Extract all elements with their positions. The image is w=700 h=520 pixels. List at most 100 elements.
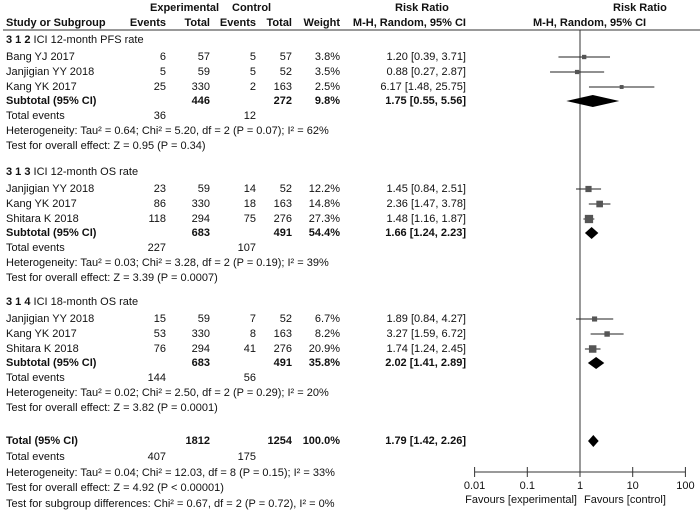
exp-events: 53 <box>153 328 166 340</box>
weight: 12.2% <box>308 183 340 195</box>
overall-effect: Test for overall effect: Z = 4.92 (P < 0… <box>6 482 224 494</box>
risk-ratio-ci: 6.17 [1.48, 25.75] <box>380 81 466 93</box>
subtotal-weight: 54.4% <box>308 227 340 239</box>
exp-events: 86 <box>153 198 166 210</box>
ctrl-total: 276 <box>273 343 292 355</box>
risk-ratio-ci: 2.36 [1.47, 3.78] <box>386 198 466 210</box>
study-name: Janjigian YY 2018 <box>6 313 95 325</box>
subtotal-rr: 1.75 [0.55, 5.56] <box>385 95 466 107</box>
total-events-exp: 36 <box>153 110 166 122</box>
x-tick-label: 1 <box>576 480 584 492</box>
total-events-label: Total events <box>6 451 65 463</box>
study-name: Bang YJ 2017 <box>6 51 75 63</box>
study-point <box>584 214 594 224</box>
subtotal-label: Subtotal (95% CI) <box>6 227 97 239</box>
subtotal-diamond <box>587 357 605 369</box>
weight: 14.8% <box>308 198 340 210</box>
exp-events: 25 <box>153 81 166 93</box>
total-events-ctrl: 175 <box>237 451 256 463</box>
ctrl-total: 52 <box>279 313 292 325</box>
header-risk-ratio-plot: Risk Ratio <box>613 2 667 14</box>
overall-effect: Test for overall effect: Z = 3.82 (P = 0… <box>6 402 218 414</box>
ctrl-total: 52 <box>279 66 292 78</box>
exp-total: 59 <box>197 183 210 195</box>
ctrl-total: 52 <box>279 183 292 195</box>
header-method-plot: M-H, Random, 95% CI <box>533 17 647 29</box>
study-name: Kang YK 2017 <box>6 328 77 340</box>
subtotal-exp-total: 683 <box>191 357 210 369</box>
header-method: M-H, Random, 95% CI <box>352 17 466 29</box>
ctrl-events: 75 <box>243 213 256 225</box>
study-point <box>585 185 592 193</box>
subtotal-ctrl-total: 491 <box>273 357 292 369</box>
x-tick-label: 100 <box>676 480 695 492</box>
ctrl-events: 18 <box>243 198 256 210</box>
total-diamond <box>588 435 599 447</box>
total-ctrl-total: 1254 <box>267 435 292 447</box>
exp-events: 23 <box>153 183 166 195</box>
total-events-exp: 407 <box>147 451 166 463</box>
total-events-exp: 144 <box>147 372 166 384</box>
total-events-label: Total events <box>6 372 65 384</box>
header-exp-events: Events <box>129 17 166 29</box>
risk-ratio-ci: 1.48 [1.16, 1.87] <box>386 213 466 225</box>
favours-experimental-label: Favours [experimental] <box>465 494 577 506</box>
ctrl-events: 41 <box>243 343 256 355</box>
subgroup-title: 3 1 2 ICI 12-month PFS rate <box>6 34 144 46</box>
exp-events: 76 <box>153 343 166 355</box>
exp-total: 294 <box>191 343 210 355</box>
risk-ratio-ci: 1.20 [0.39, 3.71] <box>386 51 466 63</box>
exp-total: 59 <box>197 313 210 325</box>
exp-total: 330 <box>191 81 210 93</box>
study-name: Kang YK 2017 <box>6 81 77 93</box>
subtotal-exp-total: 683 <box>191 227 210 239</box>
ctrl-events: 5 <box>249 51 256 63</box>
ctrl-total: 163 <box>273 328 292 340</box>
study-point <box>604 331 610 337</box>
risk-ratio-ci: 1.45 [0.84, 2.51] <box>386 183 466 195</box>
risk-ratio-ci: 0.88 [0.27, 2.87] <box>386 66 466 78</box>
weight: 27.3% <box>308 213 340 225</box>
total-events-label: Total events <box>6 110 65 122</box>
exp-events: 5 <box>159 66 166 78</box>
heterogeneity: Heterogeneity: Tau² = 0.04; Chi² = 12.03… <box>6 467 335 479</box>
study-point <box>582 54 587 60</box>
exp-total: 59 <box>197 66 210 78</box>
subtotal-rr: 1.66 [1.24, 2.23] <box>385 227 466 239</box>
subtotal-diamond <box>566 95 620 107</box>
subtotal-ctrl-total: 272 <box>273 95 292 107</box>
ctrl-events: 2 <box>249 81 256 93</box>
subtotal-ctrl-total: 491 <box>273 227 292 239</box>
header-exp-total: Total <box>184 17 210 29</box>
total-label: Total (95% CI) <box>6 435 78 447</box>
header-weight: Weight <box>303 17 340 29</box>
heterogeneity: Heterogeneity: Tau² = 0.02; Chi² = 2.50,… <box>6 387 329 399</box>
weight: 3.5% <box>314 66 340 78</box>
weight: 3.8% <box>314 51 340 63</box>
weight: 6.7% <box>314 313 340 325</box>
subtotal-label: Subtotal (95% CI) <box>6 357 97 369</box>
study-name: Shitara K 2018 <box>6 343 79 355</box>
risk-ratio-ci: 1.74 [1.24, 2.45] <box>386 343 466 355</box>
total-weight: 100.0% <box>302 435 340 447</box>
study-point <box>574 69 580 75</box>
total-exp-total: 1812 <box>185 435 210 447</box>
subgroup-title: 3 1 3 ICI 12-month OS rate <box>6 166 139 178</box>
total-rr: 1.79 [1.42, 2.26] <box>385 435 466 447</box>
study-name: Janjigian YY 2018 <box>6 183 95 195</box>
subtotal-rr: 2.02 [1.41, 2.89] <box>385 357 466 369</box>
ctrl-total: 163 <box>273 81 292 93</box>
total-events-ctrl: 56 <box>243 372 256 384</box>
weight: 2.5% <box>314 81 340 93</box>
ctrl-events: 5 <box>249 66 256 78</box>
risk-ratio-ci: 1.89 [0.84, 4.27] <box>386 313 466 325</box>
exp-total: 330 <box>191 198 210 210</box>
study-name: Kang YK 2017 <box>6 198 77 210</box>
study-point <box>619 85 624 89</box>
overall-effect: Test for overall effect: Z = 0.95 (P = 0… <box>6 140 206 152</box>
subgroup-test: Test for subgroup differences: Chi² = 0.… <box>6 498 335 510</box>
header-experimental: Experimental <box>150 2 220 14</box>
ctrl-events: 8 <box>249 328 256 340</box>
study-point <box>596 200 603 208</box>
